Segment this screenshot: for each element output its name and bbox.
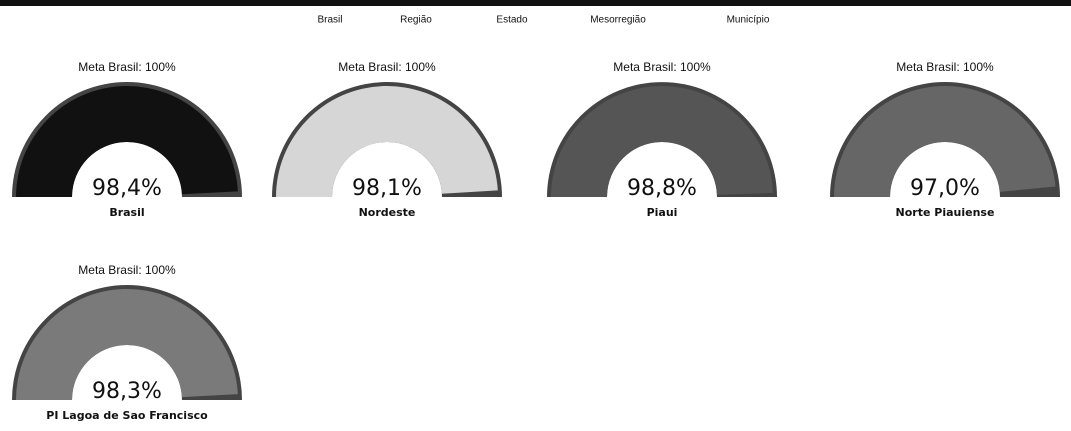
- gauge-title: Meta Brasil: 100%: [78, 60, 176, 74]
- gauge-title: Meta Brasil: 100%: [613, 60, 711, 74]
- legend-label: Estado: [496, 15, 528, 26]
- gauge-value: 98,1%: [352, 176, 422, 201]
- legend-label: Mesorregião: [590, 15, 646, 26]
- gauge-label: Nordeste: [359, 206, 416, 219]
- gauge-fill: [16, 86, 238, 197]
- top-bar: [0, 0, 1071, 6]
- gauge-fill: [834, 86, 1056, 197]
- legend-label: Região: [400, 15, 432, 26]
- gauge-title: Meta Brasil: 100%: [338, 60, 436, 74]
- gauge-label: Brasil: [109, 206, 144, 219]
- gauge-value: 98,3%: [92, 379, 162, 404]
- gauge-fill: [551, 85, 773, 197]
- gauge-label: Norte Piauiense: [896, 206, 995, 219]
- gauge-title: Meta Brasil: 100%: [896, 60, 994, 74]
- legend-label: Município: [727, 15, 770, 26]
- gauge-label: Piaui: [647, 206, 678, 219]
- gauge-fill: [16, 289, 238, 400]
- gauge-value: 98,4%: [92, 176, 162, 201]
- gauge-label: PI Lagoa de Sao Francisco: [46, 409, 208, 422]
- gauge-value: 98,8%: [627, 176, 697, 201]
- gauge-fill: [276, 86, 498, 197]
- legend-label: Brasil: [317, 15, 342, 26]
- gauge-title: Meta Brasil: 100%: [78, 263, 176, 277]
- gauge-value: 97,0%: [910, 176, 980, 201]
